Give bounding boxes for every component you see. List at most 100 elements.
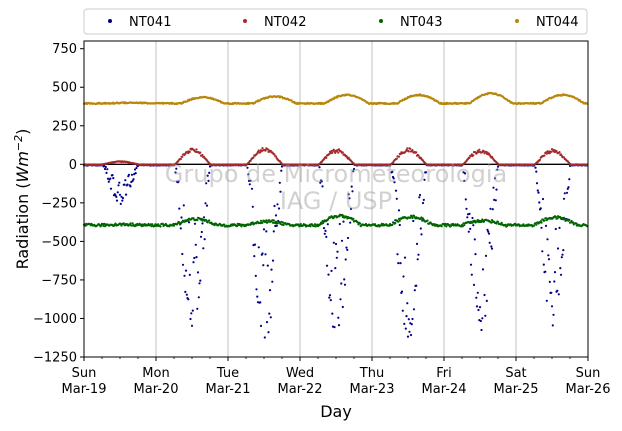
- x-tick-weekday: Thu: [359, 366, 384, 381]
- legend: NT041 NT042 NT043 NT044: [83, 8, 588, 35]
- data-point-nt041: [566, 187, 569, 190]
- data-point-nt041: [184, 269, 188, 272]
- data-point-nt041: [563, 192, 566, 195]
- data-point-nt041: [487, 230, 490, 233]
- data-point-nt041: [345, 246, 348, 249]
- data-point-nt041: [412, 308, 416, 311]
- data-point-nt041: [538, 201, 541, 204]
- data-point-nt041: [104, 165, 107, 169]
- data-point-nt041: [424, 171, 428, 174]
- data-point-nt042: [417, 154, 420, 157]
- data-point-nt041: [277, 207, 281, 210]
- data-point-nt041: [272, 230, 275, 233]
- data-point-nt041: [469, 227, 472, 230]
- data-point-nt043: [322, 221, 325, 224]
- data-point-nt041: [474, 253, 477, 256]
- data-point-nt043: [411, 216, 414, 220]
- data-point-nt041: [552, 313, 555, 316]
- y-tick-label: 500: [52, 81, 77, 96]
- data-point-nt043: [309, 225, 312, 228]
- data-point-nt041: [394, 189, 398, 192]
- data-point-nt043: [84, 224, 87, 227]
- data-point-nt041: [542, 263, 545, 266]
- data-point-nt041: [323, 232, 326, 235]
- data-point-nt042: [538, 158, 542, 161]
- data-point-nt041: [250, 187, 254, 190]
- data-point-nt043: [398, 219, 401, 222]
- data-point-nt042: [199, 151, 202, 154]
- data-point-nt043: [342, 214, 345, 217]
- data-point-nt041: [410, 323, 413, 326]
- data-point-nt041: [334, 267, 337, 270]
- data-point-nt041: [121, 197, 125, 200]
- data-point-nt041: [278, 181, 281, 184]
- data-point-nt041: [133, 168, 137, 171]
- data-point-nt041: [484, 254, 488, 257]
- data-point-nt041: [556, 247, 560, 250]
- data-point-nt041: [560, 256, 563, 259]
- data-point-nt041: [415, 284, 418, 287]
- data-point-nt041: [477, 308, 480, 312]
- data-point-nt041: [177, 180, 180, 183]
- data-point-nt041: [341, 305, 344, 309]
- data-point-nt041: [337, 324, 341, 327]
- y-tick-label: −1000: [33, 312, 77, 327]
- data-point-nt042: [257, 149, 260, 152]
- x-tick-date: Mar-26: [566, 382, 611, 397]
- watermark: Grupo de Micrometeorologia IAG / USP: [165, 160, 507, 215]
- data-point-nt041: [493, 177, 497, 180]
- data-point-nt041: [273, 204, 276, 208]
- data-point-nt041: [254, 274, 257, 277]
- data-point-nt041: [344, 258, 347, 261]
- data-point-nt041: [406, 302, 409, 305]
- data-point-nt041: [261, 252, 264, 255]
- legend-marker-nt041: [108, 19, 112, 23]
- data-point-nt041: [485, 299, 488, 302]
- data-point-nt043: [500, 221, 503, 224]
- data-point-nt043: [299, 223, 302, 226]
- data-point-nt041: [467, 230, 470, 233]
- data-point-nt043: [159, 225, 162, 228]
- data-point-nt041: [119, 202, 122, 205]
- data-point-nt041: [348, 197, 351, 200]
- data-point-nt042: [395, 157, 398, 160]
- data-point-nt041: [490, 245, 493, 248]
- data-point-nt041: [184, 290, 187, 293]
- data-point-nt043: [352, 217, 355, 220]
- data-point-nt041: [418, 196, 421, 199]
- data-point-nt042: [201, 153, 204, 157]
- x-tick-weekday: Sat: [505, 366, 526, 381]
- data-point-nt043: [409, 216, 412, 219]
- data-point-nt041: [487, 232, 491, 235]
- data-point-nt041: [568, 178, 571, 181]
- x-tick-weekday: Tue: [216, 366, 239, 381]
- x-tick-date: Mar-23: [350, 382, 395, 397]
- data-point-nt041: [473, 238, 476, 241]
- data-point-nt043: [445, 225, 448, 228]
- data-point-nt043: [114, 222, 117, 225]
- data-point-nt043: [461, 225, 464, 228]
- x-tick-weekday: Wed: [286, 366, 314, 381]
- data-point-nt043: [131, 222, 134, 225]
- data-point-nt043: [426, 219, 429, 222]
- data-point-nt041: [174, 171, 177, 174]
- data-point-nt041: [403, 322, 406, 325]
- data-point-nt041: [472, 224, 475, 227]
- data-point-nt042: [332, 148, 335, 151]
- data-point-nt041: [470, 273, 473, 276]
- data-point-nt041: [492, 186, 495, 189]
- data-point-nt042: [409, 147, 412, 150]
- data-point-nt042: [331, 151, 334, 154]
- data-point-nt041: [475, 305, 479, 308]
- data-point-nt041: [109, 177, 112, 180]
- data-point-nt041: [350, 185, 353, 188]
- watermark-line-1: Grupo de Micrometeorologia: [165, 160, 507, 188]
- axes: SunMar-19MonMar-20TueMar-21WedMar-22ThuM…: [33, 42, 610, 397]
- data-point-nt041: [205, 182, 208, 185]
- data-point-nt041: [347, 193, 350, 196]
- y-tick-label: −1250: [33, 351, 77, 366]
- data-point-nt041: [105, 171, 108, 174]
- data-point-nt041: [271, 280, 274, 283]
- data-point-nt042: [558, 151, 561, 154]
- data-point-nt041: [135, 166, 138, 170]
